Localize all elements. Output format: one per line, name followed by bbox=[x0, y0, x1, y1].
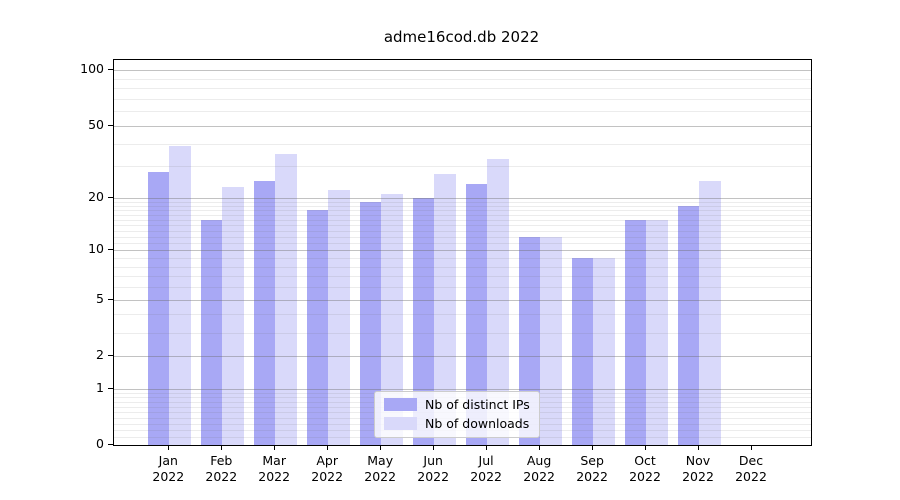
x-tick-label-feb: Feb 2022 bbox=[205, 453, 238, 484]
chart-title: adme16cod.db 2022 bbox=[383, 28, 540, 46]
x-tick-label-jun: Jun 2022 bbox=[417, 453, 450, 484]
bar-nb-of-distinct-ips-apr bbox=[306, 210, 329, 445]
y-tick-label-0: 0 bbox=[96, 436, 104, 451]
x-axis-tick-jun bbox=[433, 445, 435, 450]
bar-nb-of-distinct-ips-nov bbox=[677, 205, 699, 445]
gridline-major-50 bbox=[114, 125, 811, 127]
legend: Nb of distinct IPs Nb of downloads bbox=[374, 391, 540, 438]
bar-nb-of-downloads-oct bbox=[646, 219, 668, 445]
bar-nb-of-distinct-ips-feb bbox=[200, 219, 223, 445]
x-tick-label-jan: Jan 2022 bbox=[152, 453, 185, 484]
legend-label-downloads: Nb of downloads bbox=[425, 416, 530, 431]
y-axis-tick-1 bbox=[108, 387, 113, 389]
plot-area bbox=[113, 59, 812, 446]
y-axis-tick-100 bbox=[108, 69, 113, 71]
bar-nb-of-distinct-ips-jan bbox=[147, 171, 170, 445]
bar-nb-of-downloads-feb bbox=[222, 187, 244, 445]
gridline-minor-30 bbox=[114, 166, 811, 168]
legend-swatch-distinct-ips-icon bbox=[384, 398, 417, 411]
bar-nb-of-downloads-may bbox=[381, 194, 403, 445]
bar-nb-of-distinct-ips-mar bbox=[253, 180, 276, 445]
x-axis-tick-mar bbox=[274, 445, 276, 450]
y-tick-label-100: 100 bbox=[80, 61, 104, 77]
x-axis-tick-may bbox=[380, 445, 382, 450]
x-tick-label-oct: Oct 2022 bbox=[629, 453, 661, 484]
x-axis-tick-apr bbox=[327, 445, 329, 450]
bar-nb-of-downloads-nov bbox=[699, 180, 721, 445]
y-tick-label-5: 5 bbox=[96, 290, 104, 306]
y-axis-tick-50 bbox=[108, 124, 113, 126]
x-axis-tick-feb bbox=[221, 445, 223, 450]
x-axis-tick-jan bbox=[168, 445, 170, 450]
y-axis-tick-5 bbox=[108, 298, 113, 300]
legend-label-distinct-ips: Nb of distinct IPs bbox=[425, 397, 530, 412]
bar-nb-of-distinct-ips-sep bbox=[571, 258, 594, 445]
x-tick-label-sep: Sep 2022 bbox=[576, 453, 608, 484]
legend-item-distinct-ips: Nb of distinct IPs bbox=[384, 397, 530, 412]
gridline-minor-40 bbox=[114, 143, 811, 145]
x-tick-label-dec: Dec 2022 bbox=[735, 453, 767, 484]
x-tick-label-aug: Aug 2022 bbox=[523, 453, 555, 484]
x-axis-tick-nov bbox=[698, 445, 699, 450]
bar-nb-of-downloads-jul bbox=[487, 158, 509, 445]
bar-nb-of-distinct-ips-jun bbox=[412, 197, 435, 445]
x-axis-tick-dec bbox=[751, 445, 752, 450]
x-tick-label-jul: Jul 2022 bbox=[470, 453, 502, 484]
y-axis-tick-10 bbox=[108, 249, 113, 251]
bar-nb-of-downloads-apr bbox=[328, 190, 350, 445]
x-tick-label-may: May 2022 bbox=[364, 453, 397, 484]
y-axis-tick-2 bbox=[108, 354, 113, 356]
bar-nb-of-downloads-aug bbox=[540, 236, 562, 445]
y-tick-label-50: 50 bbox=[88, 116, 104, 132]
y-tick-label-20: 20 bbox=[88, 188, 104, 204]
legend-item-downloads: Nb of downloads bbox=[384, 416, 530, 431]
y-axis-tick-0 bbox=[108, 444, 113, 445]
bar-nb-of-downloads-sep bbox=[593, 258, 615, 445]
x-tick-label-apr: Apr 2022 bbox=[311, 453, 344, 484]
y-axis-tick-20 bbox=[108, 196, 113, 198]
y-tick-label-10: 10 bbox=[88, 241, 104, 257]
bar-nb-of-downloads-jun bbox=[434, 174, 456, 445]
x-axis-tick-sep bbox=[592, 445, 594, 450]
gridline-minor-80 bbox=[114, 88, 811, 90]
x-tick-label-mar: Mar 2022 bbox=[258, 453, 291, 484]
x-axis-tick-oct bbox=[645, 445, 646, 450]
gridline-minor-90 bbox=[114, 78, 811, 80]
legend-swatch-downloads-icon bbox=[384, 417, 417, 430]
bar-nb-of-downloads-mar bbox=[275, 154, 297, 445]
y-tick-label-2: 2 bbox=[96, 346, 104, 362]
bar-nb-of-distinct-ips-may bbox=[359, 201, 382, 445]
bar-nb-of-downloads-jan bbox=[169, 145, 191, 445]
gridline-major-100 bbox=[114, 70, 811, 72]
x-tick-label-nov: Nov 2022 bbox=[682, 453, 714, 484]
x-axis-tick-aug bbox=[539, 445, 541, 450]
gridline-minor-70 bbox=[114, 98, 811, 100]
bar-nb-of-distinct-ips-jul bbox=[465, 183, 488, 445]
x-axis-tick-jul bbox=[486, 445, 488, 450]
bar-nb-of-distinct-ips-oct bbox=[624, 219, 647, 445]
y-tick-label-1: 1 bbox=[96, 379, 104, 395]
gridline-minor-60 bbox=[114, 111, 811, 113]
